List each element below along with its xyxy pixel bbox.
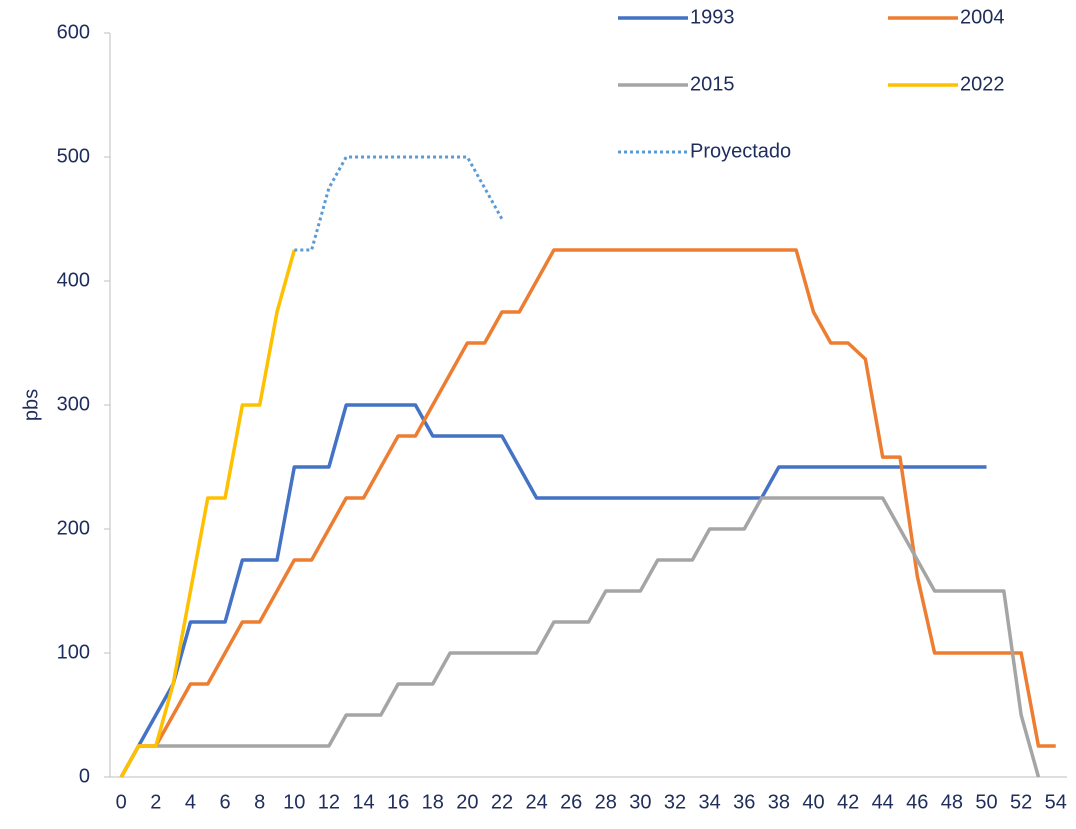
y-tick-label: 100	[57, 641, 90, 663]
x-tick-label: 20	[456, 791, 478, 813]
x-tick-label: 28	[595, 791, 617, 813]
x-tick-label: 42	[837, 791, 859, 813]
x-tick-label: 10	[283, 791, 305, 813]
legend-label: Proyectado	[690, 140, 791, 162]
line-series	[119, 496, 1041, 778]
x-tick-label: 32	[664, 791, 686, 813]
line-series	[119, 403, 987, 778]
x-tick-label: 50	[975, 791, 997, 813]
x-tick-label: 18	[422, 791, 444, 813]
x-tick-label: 12	[318, 791, 340, 813]
x-tick-label: 36	[733, 791, 755, 813]
x-tick-label: 8	[254, 791, 265, 813]
y-tick-label: 500	[57, 145, 90, 167]
y-tick-label: 200	[57, 517, 90, 539]
x-tick-label: 34	[699, 791, 721, 813]
x-tick-label: 4	[185, 791, 196, 813]
y-tick-label: 400	[57, 269, 90, 291]
x-tick-label: 16	[387, 791, 409, 813]
line-series	[294, 155, 504, 252]
y-tick-label: 300	[57, 393, 90, 415]
legend-label: 2015	[690, 73, 735, 95]
x-tick-label: 2	[150, 791, 161, 813]
x-tick-label: 0	[116, 791, 127, 813]
legend-label: 2022	[960, 73, 1005, 95]
x-tick-label: 54	[1045, 791, 1067, 813]
line-series	[119, 248, 1056, 778]
y-tick-label: 600	[57, 21, 90, 43]
x-tick-label: 6	[220, 791, 231, 813]
x-tick-label: 24	[525, 791, 547, 813]
x-tick-label: 48	[941, 791, 963, 813]
x-tick-label: 22	[491, 791, 513, 813]
x-tick-label: 44	[872, 791, 894, 813]
x-tick-label: 30	[629, 791, 651, 813]
x-tick-label: 52	[1010, 791, 1032, 813]
x-tick-label: 26	[560, 791, 582, 813]
legend-label: 1993	[690, 6, 735, 28]
x-tick-label: 14	[352, 791, 374, 813]
x-tick-label: 38	[768, 791, 790, 813]
y-tick-label: 0	[79, 765, 90, 787]
x-tick-label: 40	[802, 791, 824, 813]
y-axis-label: pbs	[20, 389, 42, 421]
legend-label: 2004	[960, 6, 1005, 28]
line-series	[119, 249, 296, 778]
x-tick-label: 46	[906, 791, 928, 813]
